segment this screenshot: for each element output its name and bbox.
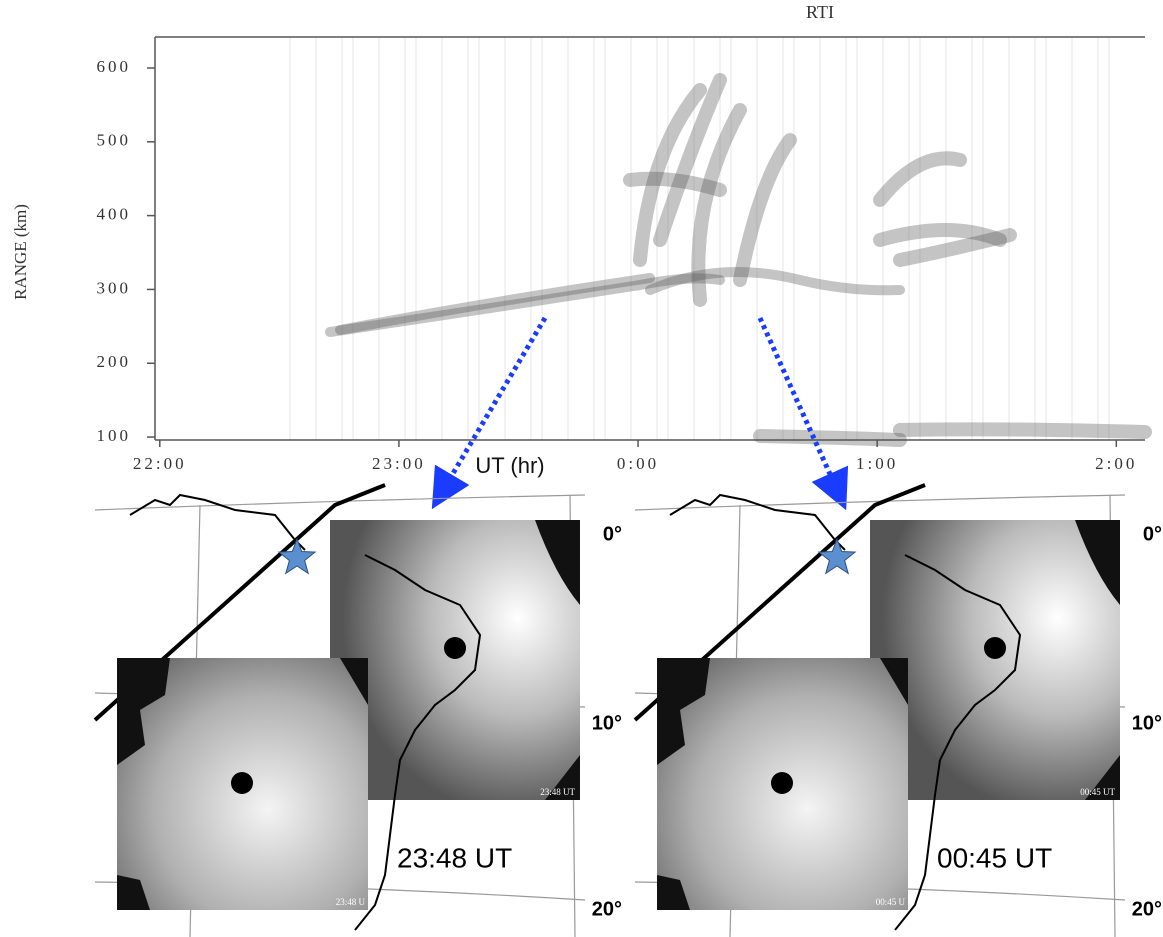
echo-streak	[873, 151, 967, 207]
allsky-image	[870, 520, 1120, 800]
latitude-label: 0°	[603, 523, 622, 545]
echo-streak	[733, 133, 797, 287]
map-panel: 23:48 UT 23:48 U 23:48 UT 0° 10° 20°	[93, 483, 622, 937]
track-line	[633, 483, 926, 722]
time-label: 00:45 UT	[937, 842, 1052, 873]
latitude-label: 10°	[1132, 712, 1162, 734]
x-tick-label: 0:00	[617, 454, 659, 473]
echo-streak	[645, 267, 905, 296]
echo-streak	[893, 228, 1017, 267]
x-tick-label: 23:00	[372, 454, 426, 473]
echo-streak	[325, 273, 725, 337]
y-tick-label: 200	[97, 352, 132, 371]
track-line	[93, 483, 386, 722]
station-dot	[984, 637, 1006, 659]
map-panel: 00:45 UT 00:45 U 00:45 UT 0° 10° 20°	[633, 483, 1162, 937]
x-tick-label: 22:00	[133, 454, 187, 473]
y-tick-label: 100	[97, 426, 132, 445]
rti-plot: RTI RANGE (km) UT (hr) 100 200 300 400 500 60…	[11, 2, 1152, 478]
inset-timestamp: 00:45 UT	[1080, 787, 1115, 797]
y-tick-label: 600	[97, 57, 132, 76]
station-dot	[444, 637, 466, 659]
image-mask	[1075, 520, 1120, 800]
latitude-label: 20°	[1132, 898, 1162, 920]
inset-timestamp: 23:48 UT	[540, 787, 575, 797]
echo-streak	[633, 83, 707, 267]
echo-streak	[335, 273, 655, 335]
arrow	[757, 316, 849, 511]
latitude-label: 20°	[592, 898, 622, 920]
echo-streak	[653, 73, 727, 247]
arrow	[431, 316, 548, 510]
inset-timestamp: 00:45 U	[876, 897, 906, 907]
y-tick-label: 400	[97, 205, 132, 224]
radar-site-star	[277, 537, 317, 575]
station-dot	[231, 772, 253, 794]
y-axis-label: RANGE (km)	[11, 204, 30, 300]
y-tick-label: 500	[97, 131, 132, 150]
latitude-label: 10°	[592, 712, 622, 734]
x-axis-label: UT (hr)	[475, 453, 544, 478]
radar-site-star	[817, 537, 857, 575]
image-mask	[657, 658, 908, 910]
coastline	[129, 493, 482, 931]
rti-title: RTI	[806, 2, 834, 22]
image-mask	[117, 658, 368, 910]
coastline	[669, 493, 1022, 931]
inset-timestamp: 23:48 U	[336, 897, 366, 907]
allsky-image	[330, 520, 580, 800]
echo-streak	[691, 103, 747, 307]
echo-streak	[893, 422, 1152, 439]
latitude-label: 0°	[1143, 523, 1162, 545]
x-tick-label: 1:00	[856, 454, 898, 473]
time-label: 23:48 UT	[397, 842, 512, 873]
echo-streak	[623, 171, 727, 197]
y-tick-label: 300	[97, 278, 132, 297]
image-mask	[535, 520, 580, 800]
echo-streak	[873, 223, 1007, 247]
station-dot	[771, 772, 793, 794]
x-tick-label: 2:00	[1095, 454, 1137, 473]
